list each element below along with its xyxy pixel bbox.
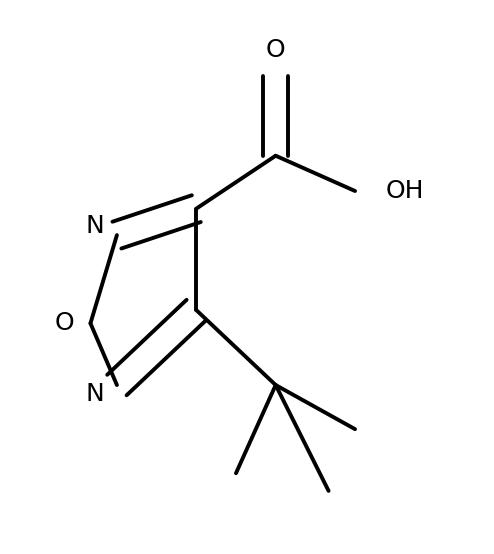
Text: N: N xyxy=(85,382,104,406)
Text: OH: OH xyxy=(386,179,424,203)
Text: N: N xyxy=(85,214,104,238)
Text: O: O xyxy=(54,311,74,335)
Text: O: O xyxy=(266,38,286,62)
